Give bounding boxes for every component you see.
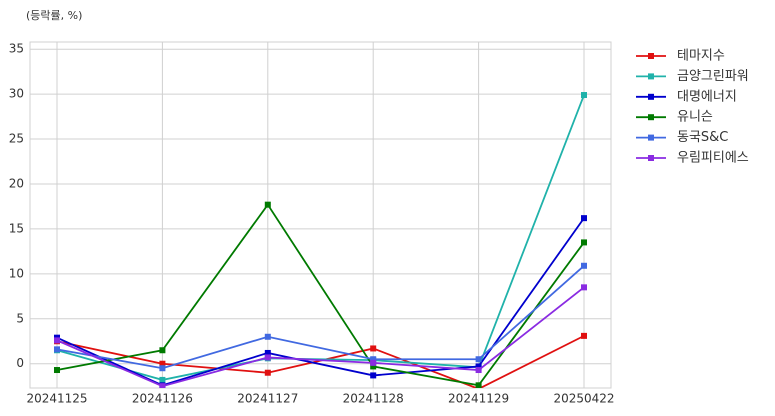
legend-label: 대명에너지 — [677, 89, 737, 104]
chart-title: (등락률, %) — [26, 9, 82, 22]
y-tick-label: 20 — [9, 176, 24, 190]
point-marker — [159, 360, 166, 367]
legend-marker — [648, 155, 654, 161]
x-tick-label: 20241128 — [343, 392, 404, 406]
point-marker — [264, 349, 271, 356]
series-line — [56, 286, 585, 388]
plot-frame — [29, 41, 612, 389]
y-tick-label: 10 — [9, 266, 24, 280]
legend-label: 우림피티에스 — [677, 151, 749, 166]
point-marker — [264, 369, 271, 376]
point-marker — [581, 215, 587, 222]
legend-label: 테마지수 — [677, 49, 725, 64]
point-marker — [54, 346, 60, 353]
x-tick-label: 20241127 — [237, 392, 298, 406]
point-marker — [581, 239, 587, 246]
x-tick-label: 20241125 — [26, 392, 87, 406]
series-line — [56, 265, 585, 370]
point-marker — [370, 359, 377, 366]
series-line — [56, 94, 585, 381]
point-marker — [159, 347, 166, 354]
legend-label: 금양그린파워 — [677, 69, 749, 84]
point-marker — [264, 333, 271, 340]
point-marker — [54, 337, 60, 344]
point-marker — [264, 354, 271, 361]
point-marker — [370, 345, 377, 352]
legend-label: 동국S&C — [677, 130, 728, 145]
point-marker — [581, 92, 587, 99]
point-marker — [370, 363, 377, 370]
legend-marker — [648, 53, 654, 59]
y-tick-label: 5 — [16, 311, 24, 325]
legend-label: 유니슨 — [677, 110, 713, 125]
point-marker — [159, 383, 166, 388]
y-tick-label: 25 — [9, 132, 24, 146]
point-marker — [370, 372, 377, 379]
point-marker — [475, 382, 482, 388]
y-tick-label: 0 — [16, 356, 24, 370]
point-marker — [475, 356, 482, 363]
legend-marker — [648, 93, 654, 100]
point-marker — [54, 367, 60, 374]
point-marker — [581, 262, 587, 269]
point-marker — [264, 201, 271, 208]
y-tick-label: 35 — [9, 42, 24, 56]
point-marker — [159, 365, 166, 372]
y-tick-label: 30 — [9, 87, 24, 101]
point-marker — [370, 356, 377, 363]
point-marker — [475, 363, 482, 370]
y-tick-label: 15 — [9, 221, 24, 235]
legend-marker — [648, 73, 654, 80]
plot-area — [54, 92, 587, 388]
point-marker — [581, 332, 587, 339]
legend-marker — [648, 114, 654, 121]
point-marker — [159, 376, 166, 383]
series-line — [56, 335, 585, 388]
x-tick-label: 20241129 — [448, 392, 509, 406]
legend-marker — [648, 134, 654, 141]
x-tick-label: 20250422 — [553, 392, 614, 406]
series-line — [56, 203, 585, 387]
series-line — [56, 217, 585, 387]
point-marker — [581, 284, 587, 291]
x-tick-label: 20241126 — [132, 392, 193, 406]
point-marker — [475, 367, 482, 374]
